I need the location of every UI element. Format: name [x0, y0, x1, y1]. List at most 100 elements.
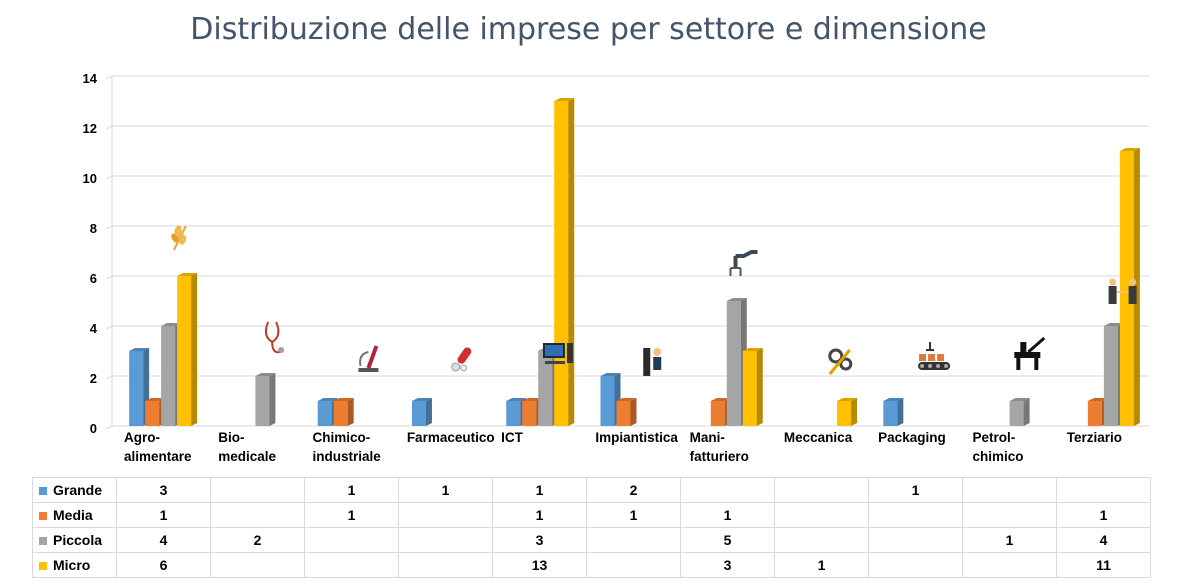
bar-media	[333, 398, 354, 426]
table-cell: 1	[1056, 502, 1151, 528]
table-cell	[304, 527, 399, 553]
gears-icon	[828, 348, 853, 375]
table-cell	[210, 477, 305, 503]
table-cell	[868, 502, 963, 528]
category-label: Chimico-industriale	[313, 430, 382, 464]
table-cell	[962, 477, 1057, 503]
category-label: Petrol-chimico	[972, 430, 1023, 464]
table-cell	[210, 552, 305, 578]
bar-top	[161, 323, 182, 326]
gridline-depth	[105, 325, 113, 330]
bar-side	[1023, 398, 1030, 426]
bar-top	[1087, 398, 1108, 401]
gridline-depth	[105, 425, 113, 430]
category-labels: Agro-alimentare Bio-medicale Chimico-indus…	[124, 430, 1122, 464]
gridline-depth	[105, 275, 113, 280]
table-cell: 3	[492, 527, 587, 553]
table-cell	[774, 527, 869, 553]
bar-top	[506, 398, 527, 401]
bar-top	[411, 398, 432, 401]
bar-top	[522, 398, 543, 401]
table-cell	[398, 527, 493, 553]
bar-front	[145, 401, 160, 426]
bar-grande	[411, 398, 432, 426]
table-cell	[868, 552, 963, 578]
gridline-depth	[105, 225, 113, 230]
bar-front	[742, 351, 757, 426]
table-cell: 1	[116, 502, 211, 528]
table-cell	[304, 552, 399, 578]
category-icons	[171, 225, 1137, 376]
y-tick-label: 0	[90, 421, 97, 436]
category-label: Packaging	[878, 430, 946, 445]
table-cell: 3	[116, 477, 211, 503]
bar-side	[630, 398, 637, 426]
y-tick-label: 10	[83, 171, 97, 186]
bar-front	[710, 401, 725, 426]
legend-key	[39, 562, 47, 571]
table-cell: 1	[398, 477, 493, 503]
table-cell	[962, 552, 1057, 578]
legend-key	[39, 512, 47, 521]
table-cell	[586, 527, 681, 553]
bar-front	[522, 401, 537, 426]
robot-arm-icon	[729, 250, 758, 276]
handshake-icon	[1108, 278, 1137, 304]
table-cell: 6	[116, 552, 211, 578]
table-cell: 5	[680, 527, 775, 553]
bar-top	[742, 348, 763, 351]
bar-side	[897, 398, 904, 426]
bar-top	[317, 398, 338, 401]
series-legend: Grande	[32, 477, 117, 503]
category-label: Farmaceutico	[407, 430, 495, 445]
pill-icon	[451, 347, 472, 372]
table-cell: 4	[116, 527, 211, 553]
table-row: Grande 3 1 1 1 2 1	[32, 477, 1151, 503]
series-name: Piccola	[53, 532, 103, 548]
bar-side	[269, 373, 276, 426]
table-cell	[398, 552, 493, 578]
table-cell: 2	[586, 477, 681, 503]
bar-media	[616, 398, 637, 426]
bar-grande	[883, 398, 904, 426]
bar-front	[1103, 326, 1118, 426]
table-cell: 1	[774, 552, 869, 578]
table-cell: 1	[492, 502, 587, 528]
series-legend: Piccola	[32, 527, 117, 553]
table-cell: 11	[1056, 552, 1151, 578]
bar-front	[161, 326, 176, 426]
y-tick-label: 14	[83, 71, 98, 86]
bar-front	[506, 401, 521, 426]
bar-front	[411, 401, 426, 426]
category-label: Agro-alimentare	[124, 430, 192, 464]
computer-icon	[542, 343, 573, 364]
bar-front	[255, 376, 270, 426]
series-name: Media	[53, 507, 93, 523]
bar-front	[538, 351, 553, 426]
y-tick-label: 6	[90, 271, 97, 286]
bar-top	[333, 398, 354, 401]
table-cell	[586, 552, 681, 578]
bar-front	[1119, 151, 1134, 426]
bar-top	[726, 298, 747, 301]
table-cell: 2	[210, 527, 305, 553]
table-cell	[774, 502, 869, 528]
chart-title: Distribuzione delle imprese per settore …	[190, 12, 987, 47]
bar-top	[255, 373, 276, 376]
table-cell: 1	[304, 502, 399, 528]
table-cell	[774, 477, 869, 503]
bar-piccola	[255, 373, 276, 426]
bar-piccola	[1009, 398, 1030, 426]
stethoscope-icon	[264, 321, 285, 354]
bar-side	[1133, 148, 1140, 426]
table-cell: 4	[1056, 527, 1151, 553]
gridline-depth	[105, 375, 113, 380]
series-name: Micro	[53, 557, 91, 573]
bar-grande	[129, 348, 150, 426]
bar-micro	[837, 398, 858, 426]
conveyor-icon	[918, 342, 951, 370]
bar-front	[837, 401, 852, 426]
bar-side	[347, 398, 354, 426]
table-row: Micro 6 13 3 1 11	[32, 552, 1151, 578]
bar-top	[1119, 148, 1140, 151]
